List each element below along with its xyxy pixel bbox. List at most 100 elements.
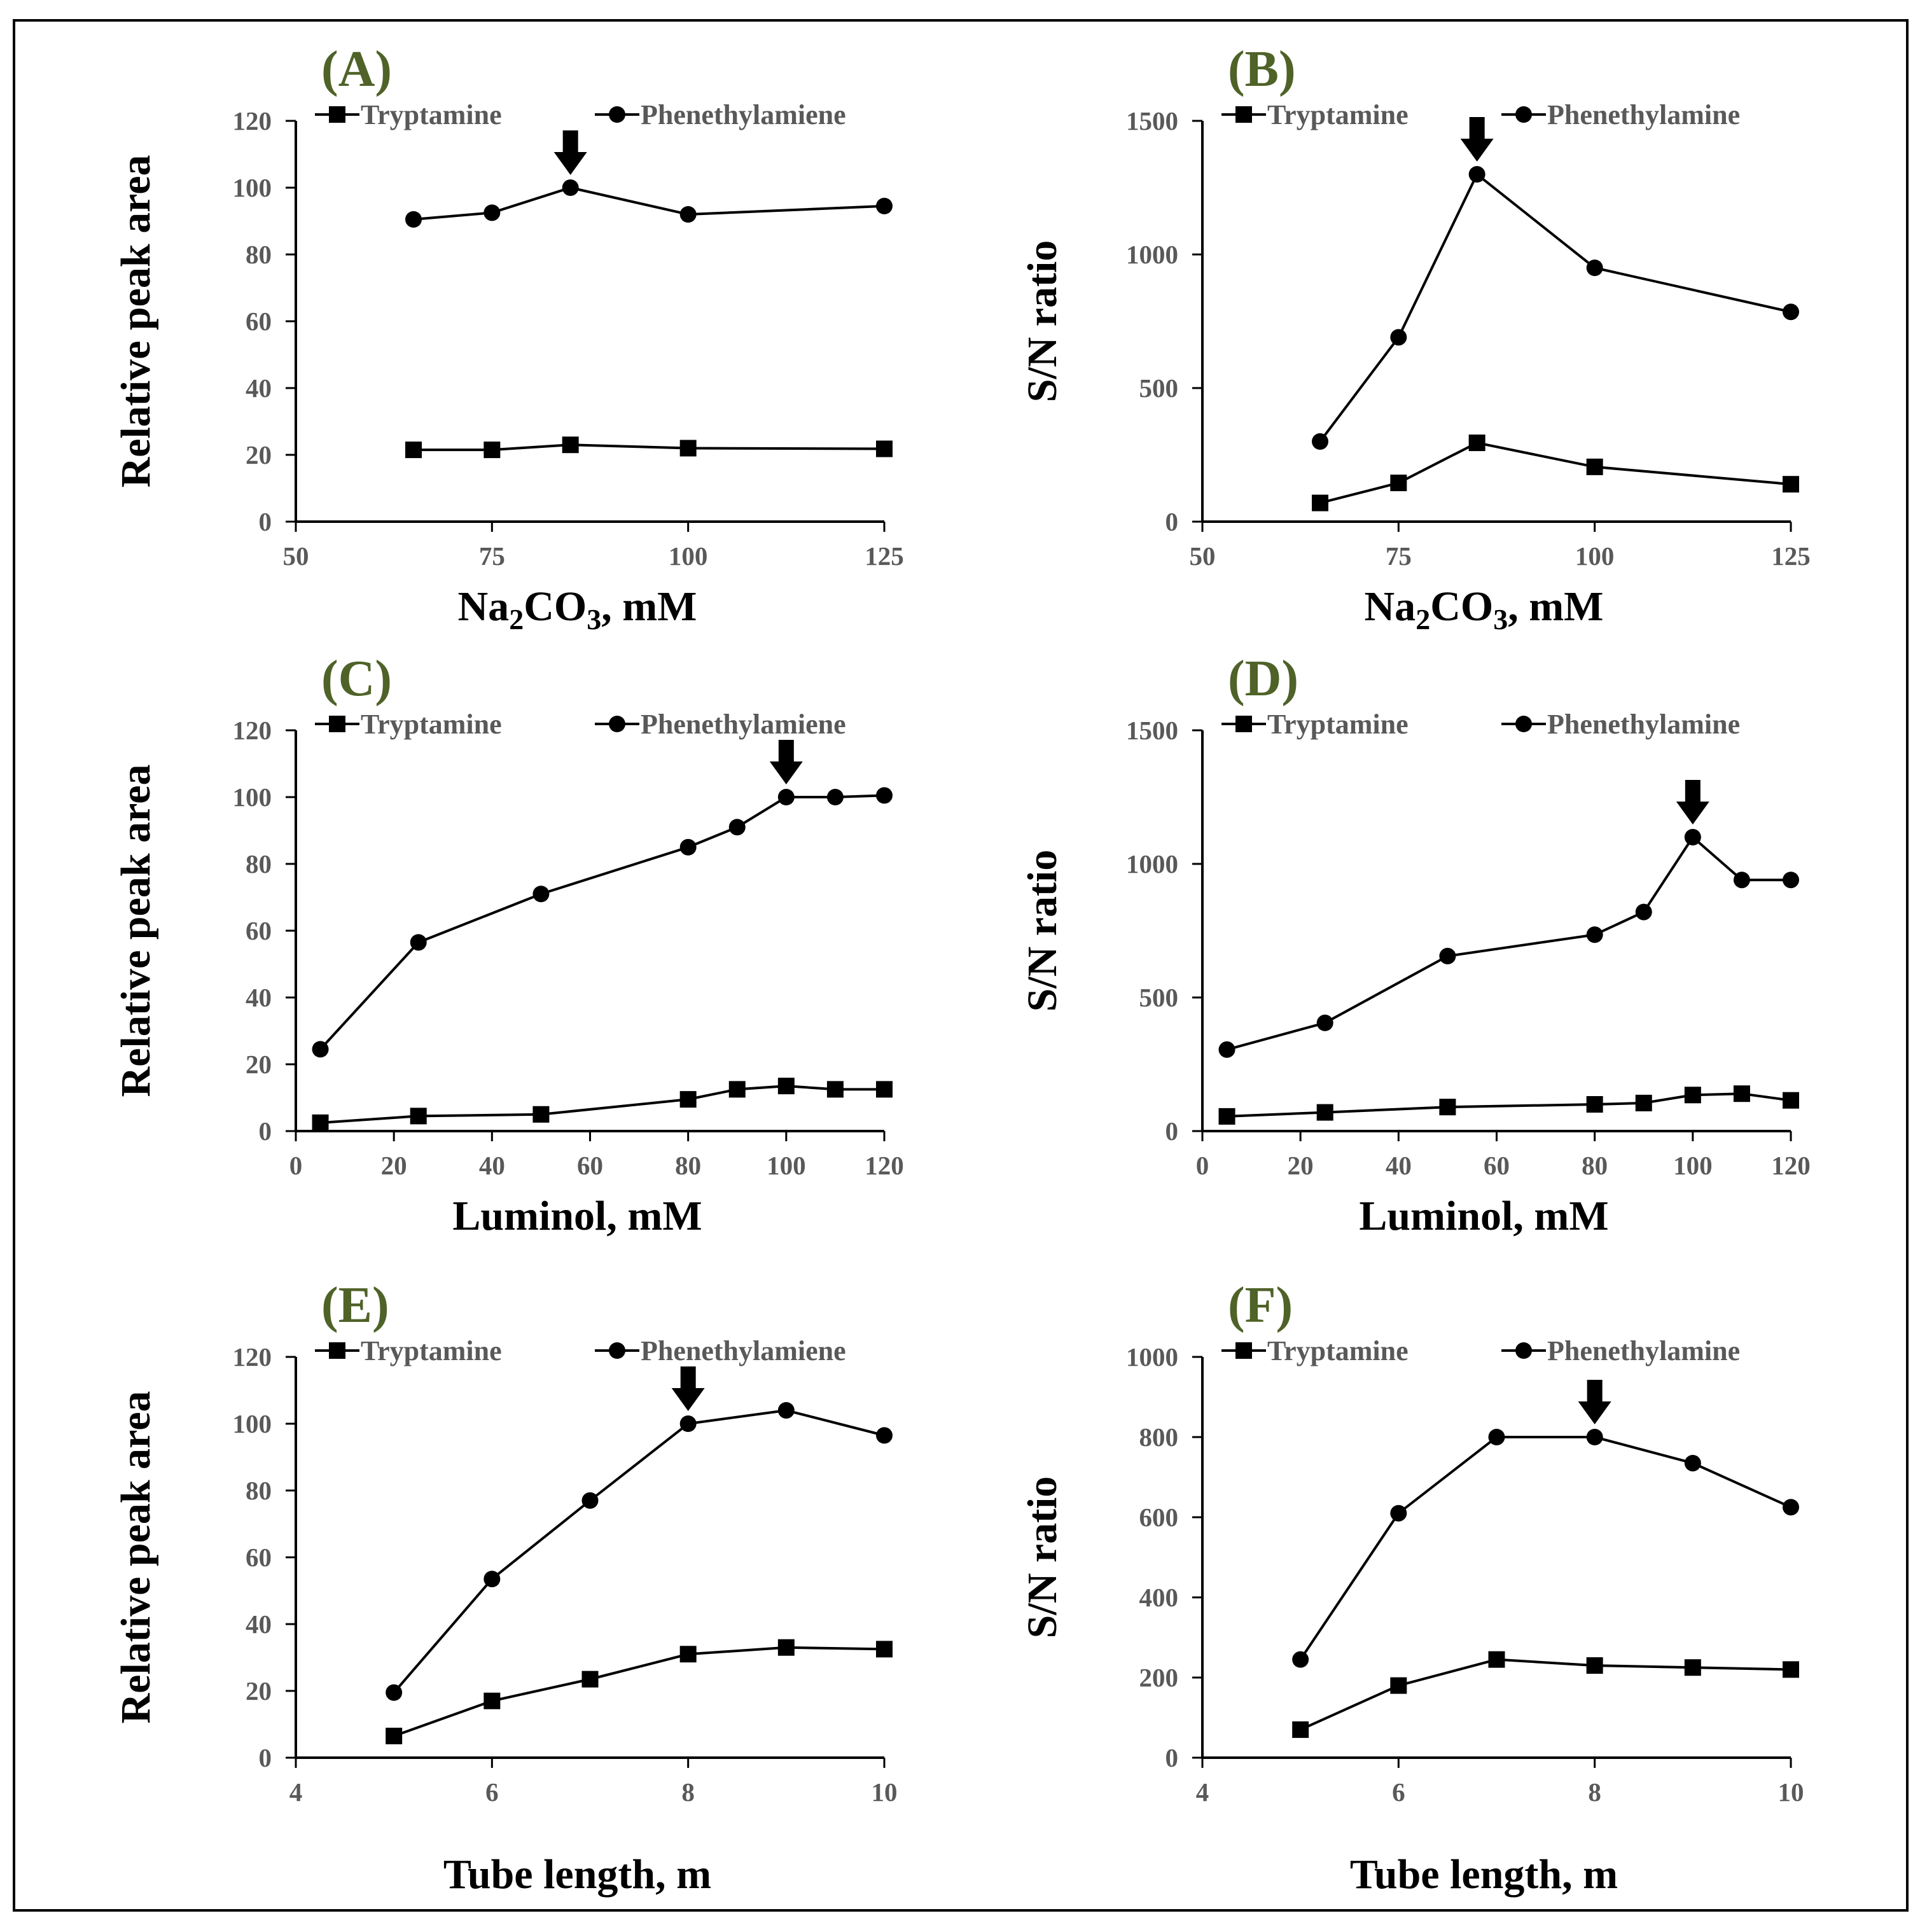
data-point-circle <box>876 1427 893 1444</box>
y-tick-label: 20 <box>246 1676 272 1706</box>
y-tick-label: 100 <box>233 173 272 202</box>
chart-panel-5: 0 20 40 60 80 100 120 4 6 8 10 (E) Relative peak are… <box>113 1277 898 1898</box>
series-line <box>1227 1092 1791 1118</box>
data-point-circle <box>405 211 422 228</box>
legend-label: Tryptamine <box>1267 99 1409 130</box>
data-point-circle <box>1635 903 1652 921</box>
data-point-circle <box>386 1684 403 1701</box>
data-point-circle <box>1586 926 1603 943</box>
data-point-square <box>1316 1104 1333 1121</box>
x-tick-label: 60 <box>1484 1151 1510 1180</box>
data-point-square <box>1635 1094 1652 1111</box>
data-point-circle <box>679 206 697 223</box>
data-point-square <box>1684 1087 1701 1104</box>
data-point-circle <box>410 934 427 951</box>
y-tick-label: 0 <box>1165 1743 1179 1772</box>
x-tick-label: 0 <box>1196 1151 1209 1180</box>
data-point-circle <box>679 838 697 856</box>
data-point-circle <box>777 1402 795 1419</box>
x-axis-title: Tube length, m <box>443 1851 711 1898</box>
y-tick-label: 600 <box>1139 1503 1179 1532</box>
chart-panel-4: 0 500 1000 1500 0 20 40 60 80 100 120 (D) S/N ratio L… <box>1019 651 1811 1239</box>
panel-label: (F) <box>1228 1277 1293 1333</box>
y-tick-label: 0 <box>259 507 272 536</box>
data-point-circle <box>876 787 893 804</box>
series-phenethylamine <box>1312 166 1799 450</box>
legend-label: Phenethylamine <box>1547 709 1740 740</box>
optimum-arrow <box>769 740 803 784</box>
panel-label: (C) <box>321 651 392 707</box>
legend-label: Tryptamine <box>361 1335 502 1366</box>
legend-entry: Tryptamine <box>1221 99 1409 130</box>
y-tick-label: 80 <box>246 1476 272 1505</box>
data-point-square <box>1586 458 1603 475</box>
data-point-circle <box>312 1041 329 1058</box>
data-point-circle <box>1390 329 1407 346</box>
x-tick-label: 100 <box>1575 541 1615 571</box>
series-line <box>1319 441 1791 504</box>
data-point-square <box>1783 1661 1799 1678</box>
y-axis-title: Relative peak area <box>113 1391 159 1723</box>
x-tick-label: 6 <box>1392 1777 1405 1807</box>
data-point-square <box>483 441 501 459</box>
data-point-square <box>728 1081 746 1098</box>
data-point-square <box>1312 494 1328 511</box>
y-tick-label: 0 <box>1165 1116 1179 1146</box>
data-point-circle <box>1783 303 1799 321</box>
legend-circle-marker <box>1515 716 1532 732</box>
x-axis-title: Na2CO3, mM <box>458 583 697 636</box>
panel-label: (E) <box>321 1277 389 1333</box>
data-point-circle <box>532 886 550 903</box>
series-line <box>1319 172 1791 443</box>
series-tryptamine <box>405 436 893 459</box>
data-point-square <box>1218 1108 1235 1125</box>
data-point-square <box>777 1639 795 1656</box>
y-tick-label: 40 <box>246 373 272 403</box>
data-point-circle <box>1586 260 1603 276</box>
optimum-arrow <box>1676 780 1709 824</box>
legend-entry: Tryptamine <box>315 99 502 130</box>
y-tick-label: 80 <box>246 240 272 269</box>
figure-frame <box>13 19 1909 1912</box>
data-point-circle <box>876 197 893 214</box>
x-tick-label: 100 <box>767 1151 806 1180</box>
data-point-square <box>679 1091 697 1108</box>
down-arrow-icon <box>1460 117 1494 162</box>
legend-entry: Phenethylamine <box>1501 1335 1740 1366</box>
legend-entry: Phenethylamiene <box>595 1335 846 1366</box>
data-point-circle <box>1684 829 1701 845</box>
y-tick-label: 500 <box>1139 373 1179 403</box>
y-tick-label: 500 <box>1139 983 1179 1012</box>
x-tick-label: 75 <box>1386 541 1412 571</box>
legend-label: Tryptamine <box>361 99 502 130</box>
y-tick-label: 60 <box>246 916 272 945</box>
y-tick-label: 0 <box>259 1116 272 1146</box>
x-tick-label: 4 <box>1196 1777 1209 1807</box>
data-point-square <box>483 1692 501 1709</box>
data-point-circle <box>777 789 795 805</box>
y-tick-label: 20 <box>246 440 272 469</box>
data-point-circle <box>1684 1454 1701 1471</box>
optimum-arrow <box>1460 117 1494 162</box>
y-tick-label: 800 <box>1139 1422 1179 1452</box>
y-tick-label: 1000 <box>1126 1342 1178 1372</box>
x-tick-label: 10 <box>1778 1777 1804 1807</box>
optimum-arrow <box>553 130 587 175</box>
data-point-circle <box>1783 872 1799 889</box>
legend-label: Tryptamine <box>1267 709 1409 740</box>
data-point-circle <box>562 179 579 196</box>
data-point-circle <box>483 204 501 221</box>
x-tick-label: 80 <box>1582 1151 1608 1180</box>
series-tryptamine <box>386 1639 893 1744</box>
y-tick-label: 120 <box>233 716 272 745</box>
y-tick-label: 100 <box>233 782 272 812</box>
chart-panel-1: 0 20 40 60 80 100 120 50 75 100 125 (A) Relative pea… <box>113 41 904 636</box>
down-arrow-icon <box>1676 780 1709 824</box>
y-tick-label: 1500 <box>1126 106 1178 136</box>
x-tick-label: 20 <box>381 1151 407 1180</box>
y-tick-label: 0 <box>259 1743 272 1772</box>
data-point-circle <box>826 789 844 805</box>
legend-label: Phenethylamiene <box>641 709 846 740</box>
legend-entry: Tryptamine <box>315 709 502 740</box>
data-point-square <box>679 440 697 457</box>
